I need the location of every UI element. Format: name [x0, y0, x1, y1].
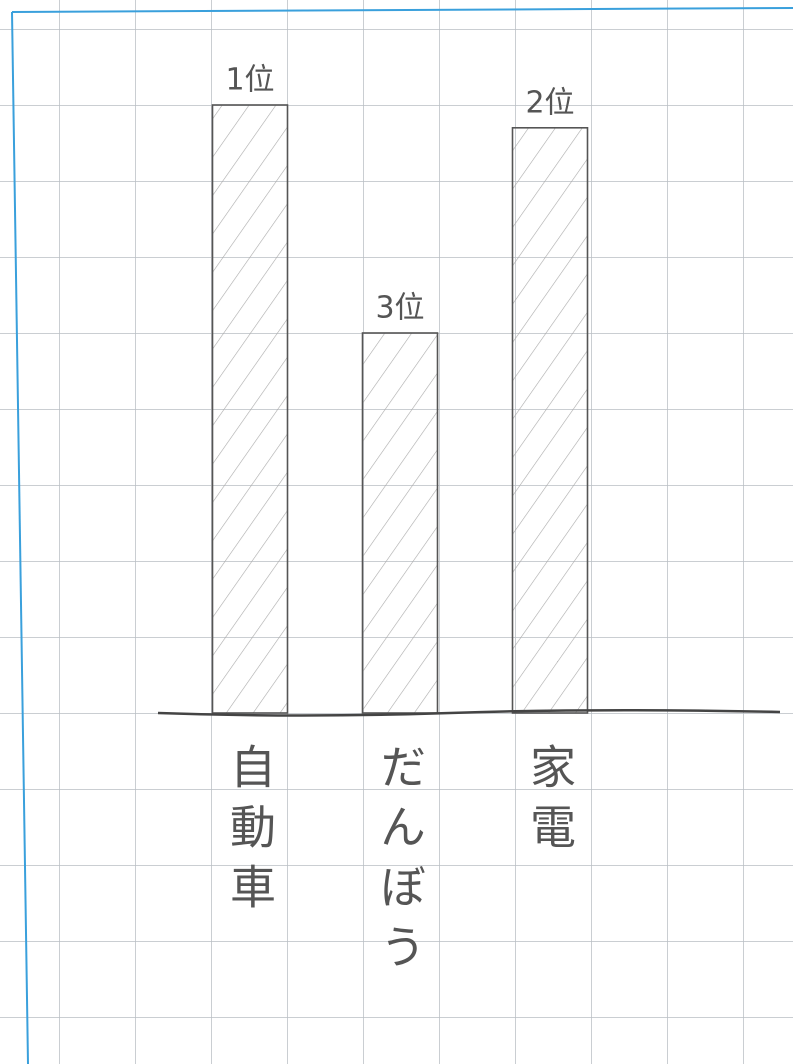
paper-edge [11, 11, 29, 1064]
bar-label: 1位 [225, 63, 274, 98]
bar [511, 127, 589, 714]
x-tick-label: 自動車 [223, 743, 277, 923]
bar [211, 104, 289, 714]
bar-label: 3位 [375, 291, 424, 326]
x-tick-label: だんぼう [373, 743, 427, 983]
bar [361, 332, 439, 714]
paper-edge [11, 7, 793, 13]
bar-label: 2位 [525, 85, 574, 120]
x-tick-label: 家電 [523, 743, 577, 863]
baseline [157, 708, 781, 717]
